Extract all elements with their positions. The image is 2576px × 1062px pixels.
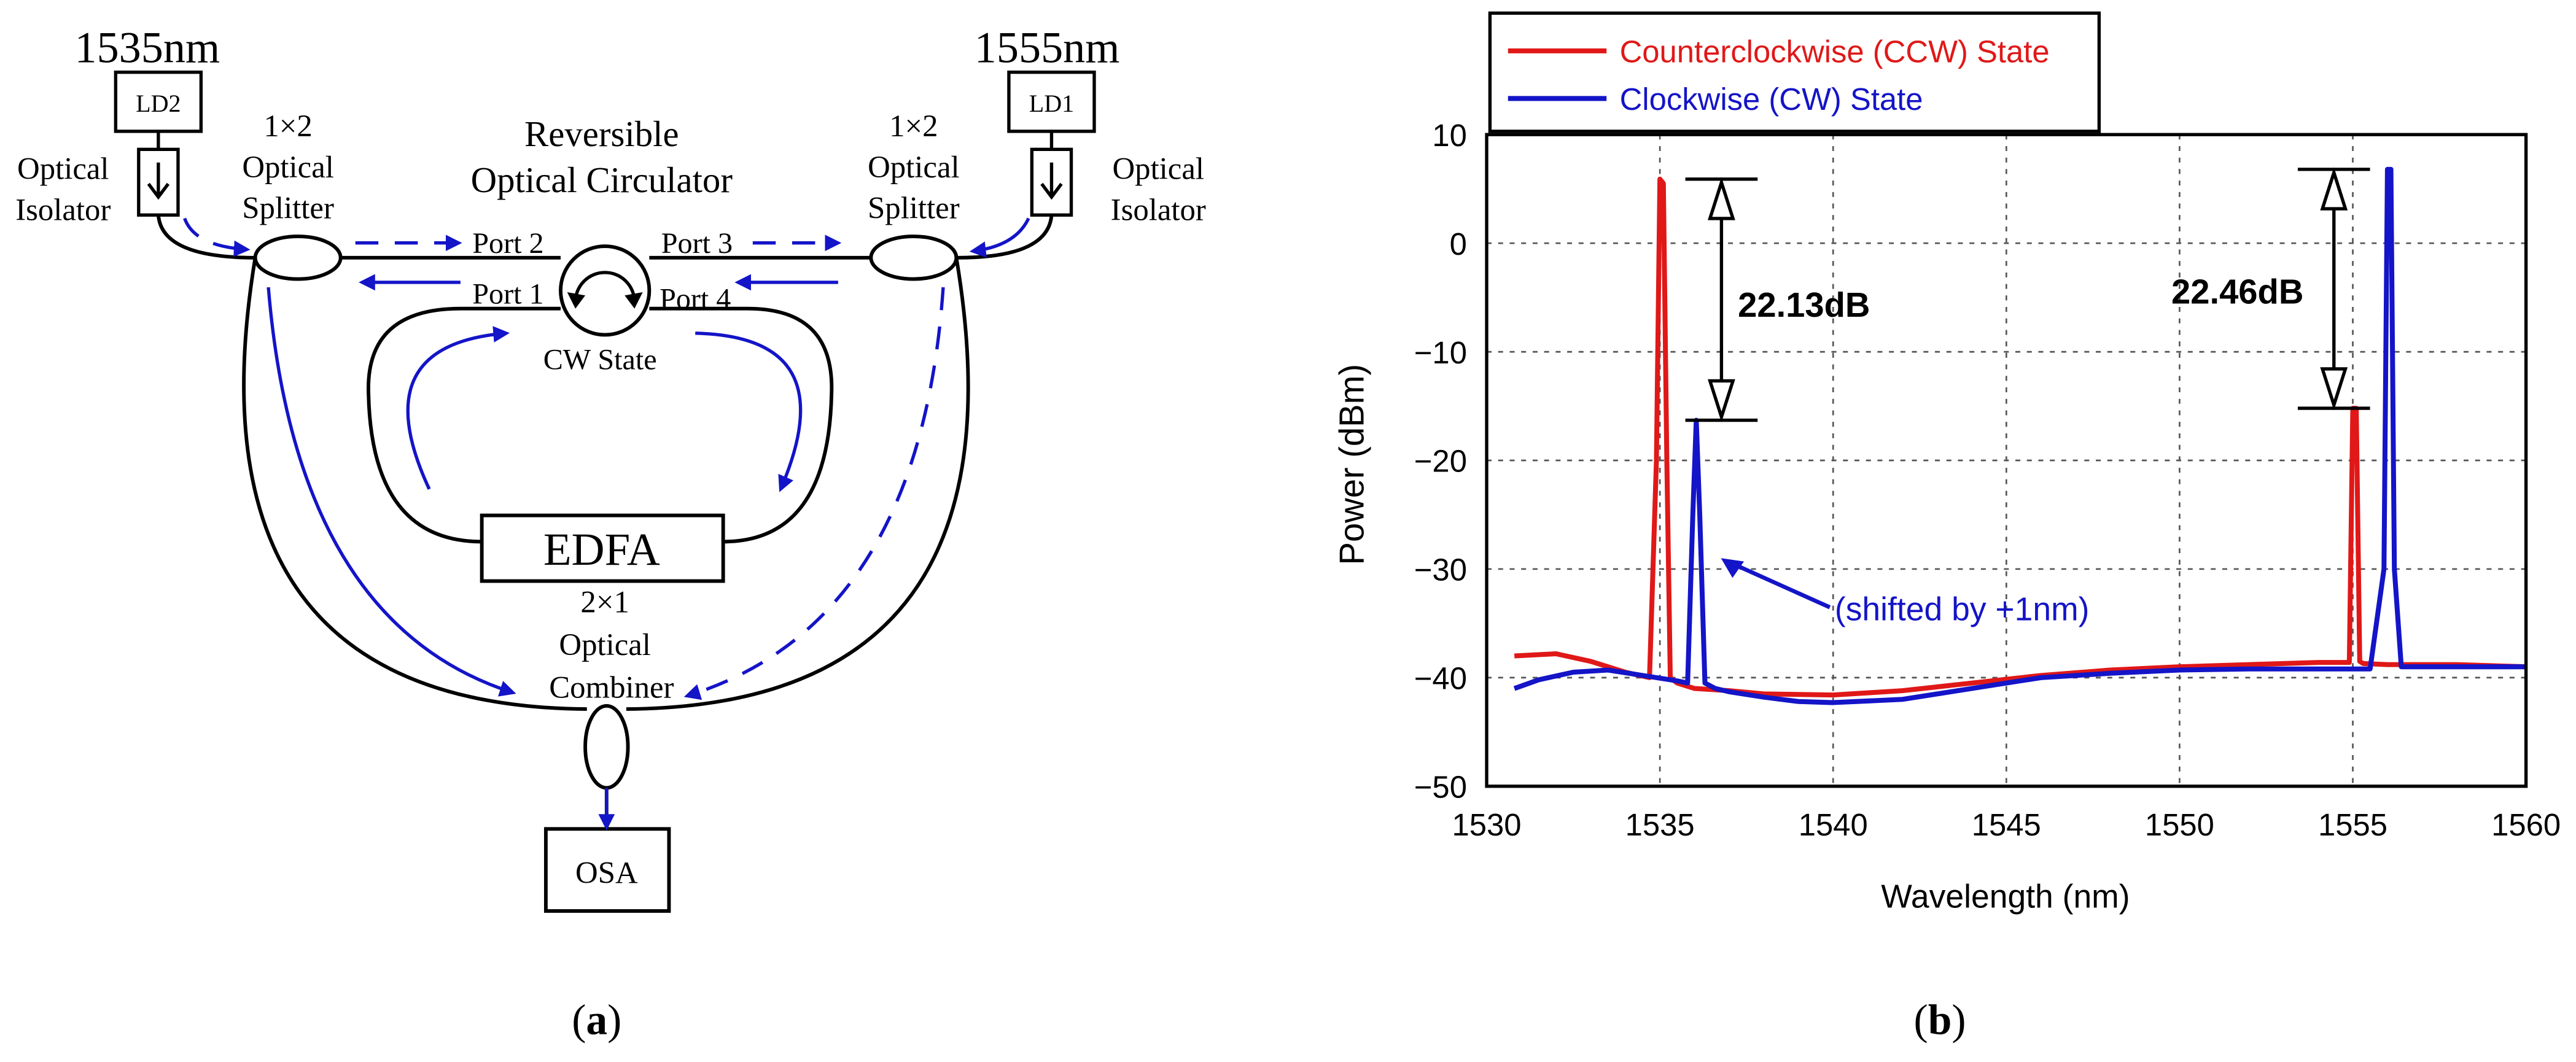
combiner xyxy=(583,703,630,790)
left-isolator-label-1: Optical xyxy=(17,151,109,185)
edfa-label: EDFA xyxy=(543,524,660,575)
port-1-label: Port 1 xyxy=(472,278,543,311)
right-isolator-label-1: Optical xyxy=(1113,151,1205,185)
right-outer-fiber xyxy=(626,257,970,711)
x-tick-label: 1545 xyxy=(1972,807,2041,842)
x-tick-label: 1555 xyxy=(2318,807,2387,842)
y-tick-label: 10 xyxy=(1432,118,1467,153)
right-splitter-label-1: 1×2 xyxy=(889,109,938,143)
edfa-box xyxy=(480,513,725,583)
ring-right-fiber xyxy=(649,306,834,544)
combiner-label-2: Optical xyxy=(559,627,651,662)
chart-ticks: 1530 1535 1540 1545 1550 1555 1560 10 0 −10 −20 −30… xyxy=(1414,118,2561,842)
ld2-label: LD2 xyxy=(136,90,181,117)
right-gap-dimension-up-arrowhead xyxy=(2320,167,2348,211)
combiner-label-3: Combiner xyxy=(549,670,674,704)
left-input-arrow xyxy=(183,217,251,257)
left-isolator-arrow-icon xyxy=(147,162,170,200)
circulator-rotation-icon xyxy=(574,271,636,303)
right-input-arrow xyxy=(969,217,1030,258)
right-isolator-label-2: Isolator xyxy=(1111,192,1206,227)
y-tick-label: −30 xyxy=(1414,552,1467,587)
y-tick-label: −40 xyxy=(1414,661,1467,696)
cw-series-line xyxy=(1513,166,2526,705)
circulator xyxy=(559,244,652,337)
left-outer-arrow xyxy=(267,287,516,697)
chart-grid xyxy=(1487,134,2526,786)
legend-cw-label: Clockwise (CW) State xyxy=(1620,82,1923,117)
panel-b-chart: Counterclockwise (CCW) State Clockwise (… xyxy=(1332,11,2561,1044)
x-axis-label: Wavelength (nm) xyxy=(1881,879,2130,915)
port-4-label: Port 4 xyxy=(660,283,731,316)
combiner-label-1: 2×1 xyxy=(580,584,629,619)
left-gap-label: 22.13dB xyxy=(1738,285,1870,324)
right-wavelength-label: 1555nm xyxy=(975,23,1120,72)
left-wavelength-label: 1535nm xyxy=(75,23,220,72)
right-splitter-label-3: Splitter xyxy=(868,191,960,225)
plot-frame xyxy=(1485,133,2528,788)
shift-pointer-line xyxy=(1726,559,1831,610)
left-isolator-label-2: Isolator xyxy=(15,192,111,227)
osa-label: OSA xyxy=(575,856,638,890)
shift-pointer-arrowhead xyxy=(1721,558,1745,578)
left-splitter-label-1: 1×2 xyxy=(263,109,312,143)
right-gap-label: 22.46dB xyxy=(2171,273,2303,311)
y-axis-label: Power (dBm) xyxy=(1332,364,1371,565)
state-label: CW State xyxy=(543,344,657,376)
right-gap-dimension-down-arrowhead xyxy=(2320,367,2348,411)
x-tick-label: 1550 xyxy=(2145,807,2214,842)
ld1-label: LD1 xyxy=(1029,90,1075,117)
left-gap-dimension-down-arrowhead xyxy=(1708,379,1735,423)
circulator-title-2: Optical Circulator xyxy=(471,160,733,200)
ring-left-arrow xyxy=(406,326,510,490)
y-tick-label: −50 xyxy=(1414,770,1467,805)
legend-ccw-label: Counterclockwise (CCW) State xyxy=(1620,34,2050,69)
ring-right-arrow xyxy=(695,331,803,492)
port-2-label: Port 2 xyxy=(472,227,543,260)
y-tick-label: 0 xyxy=(1450,227,1467,262)
x-tick-label: 1530 xyxy=(1452,807,1522,842)
caption-a: (a) xyxy=(572,997,621,1044)
ccw-series-line xyxy=(1514,176,2526,698)
right-isolator-fiber xyxy=(958,214,1054,260)
panel-a-schematic: 1535nm 1555nm LD2 LD1 Optical Isolator O… xyxy=(15,23,1206,1044)
x-tick-label: 1535 xyxy=(1625,807,1695,842)
right-splitter-label-2: Optical xyxy=(868,150,960,184)
y-tick-label: −20 xyxy=(1414,444,1467,479)
left-isolator-fiber xyxy=(156,214,255,260)
left-splitter-label-2: Optical xyxy=(242,150,334,184)
left-gap-dimension-up-arrowhead xyxy=(1708,177,1735,220)
right-isolator-arrow-icon xyxy=(1040,162,1063,200)
port-3-label: Port 3 xyxy=(661,227,733,260)
left-splitter xyxy=(253,234,343,281)
caption-b: (b) xyxy=(1914,997,1966,1044)
shift-note: (shifted by +1nm) xyxy=(1835,592,2090,628)
right-outer-dashed-arrow xyxy=(683,287,945,700)
left-outer-fiber xyxy=(242,257,587,711)
x-tick-label: 1540 xyxy=(1799,807,1868,842)
circulator-title-1: Reversible xyxy=(524,114,679,154)
left-splitter-label-3: Splitter xyxy=(242,191,334,225)
ring-left-fiber xyxy=(367,306,561,544)
legend-box xyxy=(1488,11,2101,133)
x-tick-label: 1560 xyxy=(2491,807,2561,842)
y-tick-label: −10 xyxy=(1414,335,1467,370)
chart-series xyxy=(1513,166,2526,705)
right-splitter xyxy=(869,234,959,281)
chart-annotations xyxy=(1685,167,2370,610)
